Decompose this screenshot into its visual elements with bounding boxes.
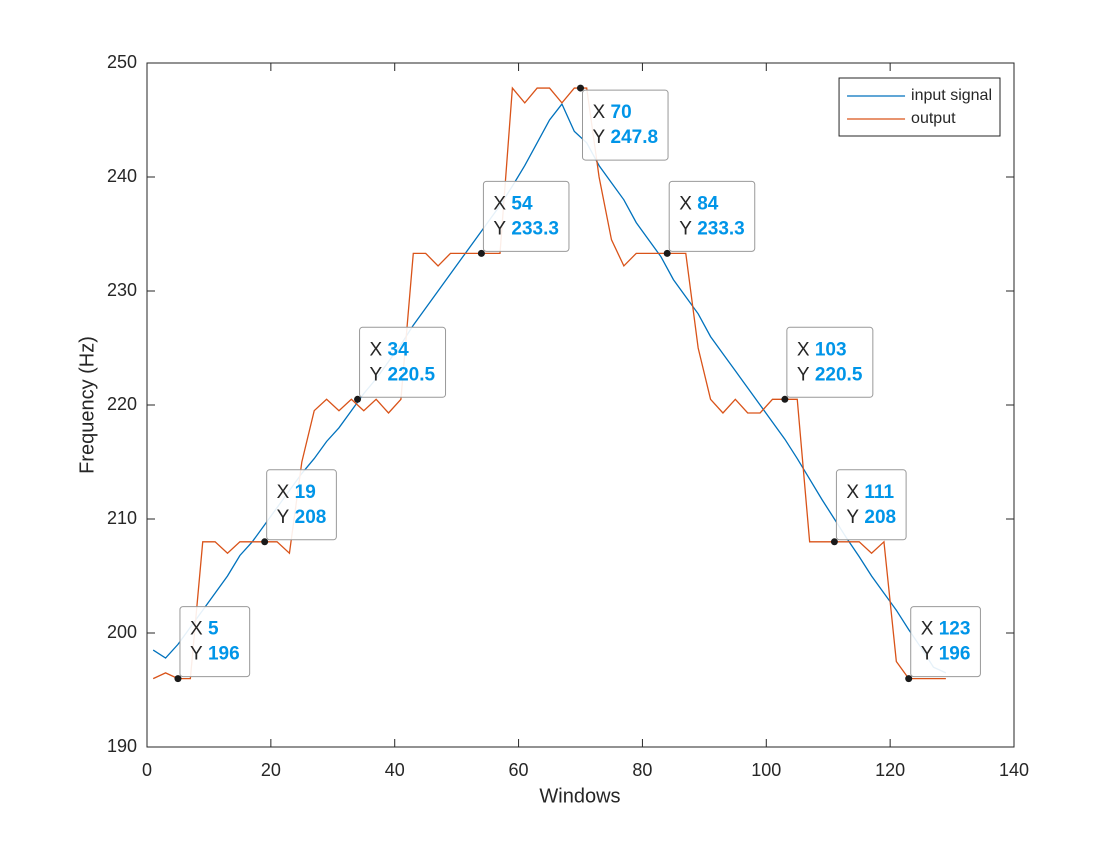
datatip-y-value: 233.3 — [511, 218, 559, 239]
datatip-y-label: Y — [190, 644, 203, 665]
x-tick-label: 0 — [142, 760, 152, 780]
datatip-x-value: 111 — [864, 482, 894, 503]
x-tick-label: 120 — [875, 760, 905, 780]
datatip-x-label: X — [190, 619, 203, 640]
x-tick-label: 140 — [999, 760, 1029, 780]
legend: input signal output — [838, 77, 1001, 137]
y-tick-label: 210 — [107, 508, 137, 528]
datatip-y-label: Y — [921, 644, 934, 665]
datatip-x-value: 19 — [295, 482, 316, 503]
datatip: X 84Y 233.3 — [668, 180, 756, 252]
datatip-box — [910, 606, 981, 678]
datatip-x-value: 54 — [511, 193, 533, 214]
axes-box — [146, 62, 1015, 748]
datatip-x-label: X — [593, 102, 606, 123]
datatip-box — [266, 469, 337, 541]
datatip-y-value: 220.5 — [815, 364, 863, 385]
datatip-y-value: 196 — [208, 644, 240, 665]
x-tick-label: 60 — [509, 760, 529, 780]
x-tick-label: 20 — [261, 760, 281, 780]
datatip-marker — [174, 675, 182, 683]
datatip-marker — [577, 84, 584, 92]
datatip-y-value: 196 — [939, 644, 971, 665]
x-tick-label: 80 — [632, 760, 652, 780]
datatip-marker — [905, 675, 913, 683]
y-tick-label: 200 — [107, 622, 137, 642]
datatip-marker — [830, 538, 838, 546]
datatip-y-label: Y — [370, 364, 383, 385]
x-tick-label: 40 — [385, 760, 405, 780]
datatip-x-label: X — [277, 482, 290, 503]
datatip-y-label: Y — [593, 127, 606, 148]
datatip-y-label: Y — [679, 218, 692, 239]
plot-area — [147, 63, 1014, 747]
legend-label: input signal — [911, 87, 992, 104]
x-axis-label: Windows — [539, 785, 620, 807]
datatip-y-value: 208 — [864, 507, 896, 528]
datatip-x-value: 70 — [611, 102, 632, 123]
datatip-box — [179, 606, 251, 678]
x-tick-label: 100 — [751, 760, 781, 780]
legend-box — [838, 77, 1001, 137]
datatip-y-label: Y — [493, 218, 506, 239]
datatip-x-label: X — [846, 482, 859, 503]
datatip-x-value: 103 — [815, 339, 847, 360]
datatip-y-label: Y — [846, 507, 859, 528]
datatip-x-label: X — [493, 193, 506, 214]
datatip-marker — [477, 249, 485, 257]
datatip: X 5Y 196 — [179, 606, 251, 678]
datatip-box — [668, 180, 756, 252]
datatip-x-value: 123 — [939, 619, 971, 640]
datatip-x-value: 34 — [388, 339, 410, 360]
datatip-x-label: X — [797, 339, 810, 360]
y-tick-label: 220 — [107, 394, 137, 414]
datatip-y-value: 233.3 — [697, 218, 745, 239]
series-line — [152, 86, 946, 680]
datatip-box — [582, 89, 669, 161]
datatip-marker — [354, 395, 362, 403]
datatip: X 19Y 208 — [266, 469, 337, 541]
datatip-marker — [663, 249, 671, 257]
y-tick-label: 190 — [107, 736, 137, 756]
datatip-y-value: 208 — [295, 507, 327, 528]
datatip: X 54Y 233.3 — [482, 180, 570, 252]
datatip-y-value: 247.8 — [611, 127, 659, 148]
datatip-box — [835, 469, 907, 541]
legend-label: output — [911, 110, 956, 127]
datatip-box — [482, 180, 570, 252]
datatip: X 34Y 220.5 — [359, 326, 447, 398]
y-tick-label: 240 — [107, 166, 137, 186]
datatip-x-label: X — [921, 619, 934, 640]
datatip-box — [359, 326, 447, 398]
datatip: X 70Y 247.8 — [582, 89, 669, 161]
datatip-marker — [781, 395, 789, 403]
y-tick-label: 230 — [107, 280, 137, 300]
datatip-x-label: X — [370, 339, 383, 360]
datatip-x-value: 84 — [697, 193, 719, 214]
datatip-y-value: 220.5 — [388, 364, 436, 385]
y-axis-label: Frequency (Hz) — [76, 336, 98, 474]
datatip-marker — [261, 538, 269, 546]
datatip-x-value: 5 — [208, 619, 219, 640]
datatip-x-label: X — [679, 193, 692, 214]
datatip-y-label: Y — [797, 364, 810, 385]
datatip-y-label: Y — [277, 507, 290, 528]
datatip-box — [786, 326, 874, 398]
y-tick-label: 250 — [107, 52, 137, 72]
